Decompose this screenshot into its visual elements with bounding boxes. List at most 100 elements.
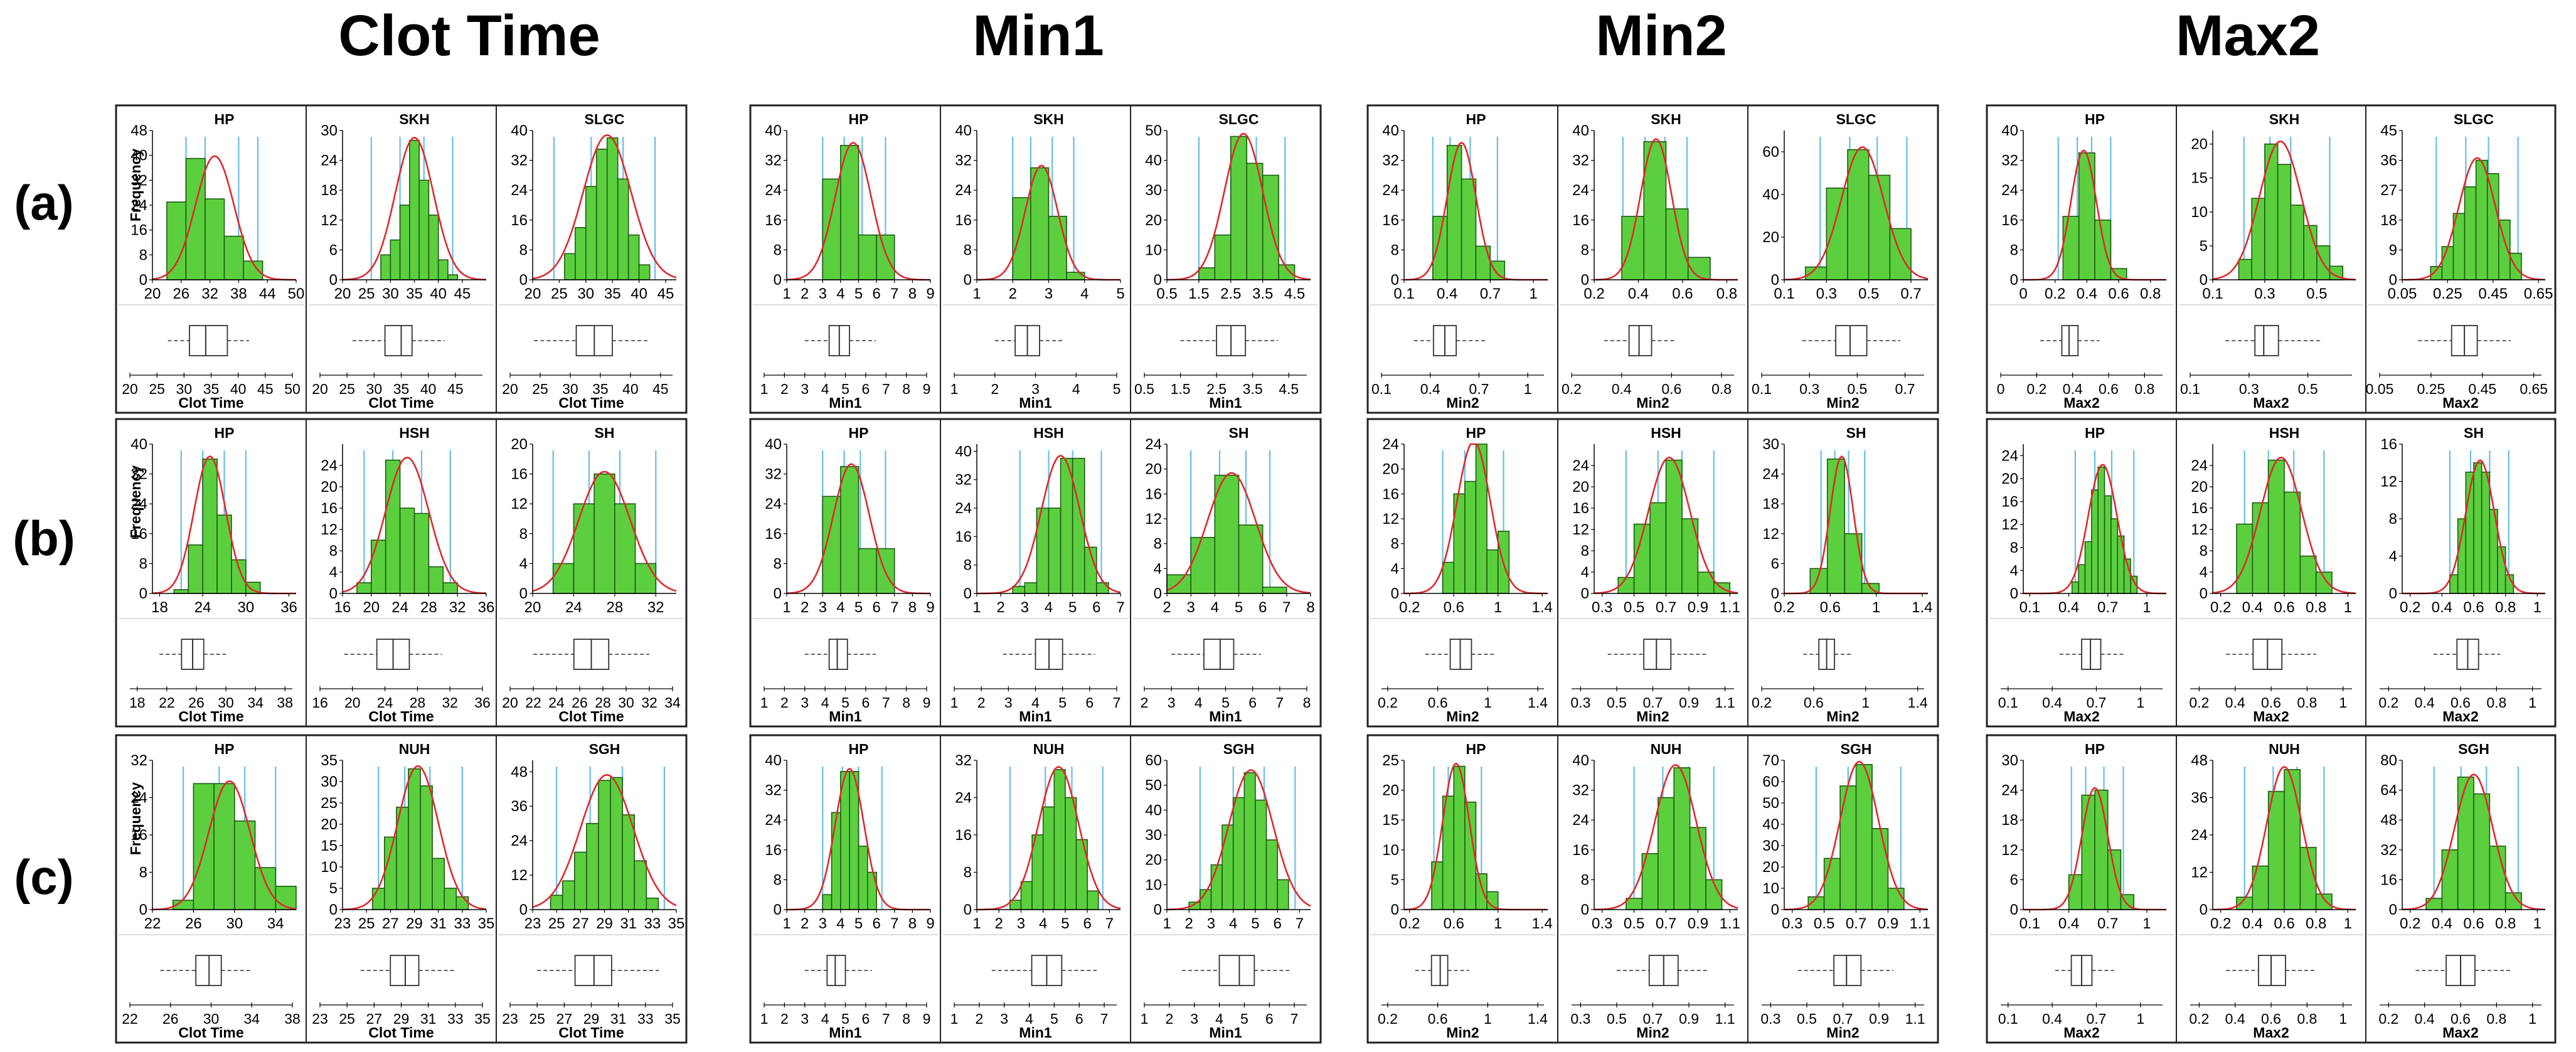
box-axis-tick-label: 34 (247, 694, 263, 711)
panel-title: SGH (1223, 741, 1255, 757)
y-tick-label: 0 (2389, 901, 2397, 918)
box-axis-tick-label: 0.9 (1679, 694, 1699, 711)
histogram-bar (2267, 790, 2285, 910)
histogram-bar (622, 814, 636, 910)
box-axis-tick-label: 4 (821, 1011, 829, 1027)
histogram-bar (166, 201, 187, 280)
box-axis-tick-label: 8 (902, 381, 910, 397)
x-tick-label: 3 (819, 599, 827, 616)
box-axis-tick-label: 30 (366, 381, 383, 397)
histogram-bar (399, 507, 415, 594)
box-axis-tick-label: 3 (1004, 694, 1013, 711)
box-axis-tick-label: 25 (339, 1011, 355, 1027)
x-tick-label: 4 (836, 285, 844, 302)
x-tick-label: 6 (1259, 599, 1267, 616)
y-tick-label: 24 (765, 496, 782, 513)
x-tick-label: 35 (604, 285, 621, 302)
y-tick-label: 18 (1762, 496, 1779, 513)
box-axis-tick-label: 0.2 (1378, 1011, 1398, 1027)
box-iqr (1628, 325, 1653, 356)
y-tick-label: 6 (329, 242, 338, 258)
y-tick-label: 32 (765, 782, 782, 799)
histogram-bar (1826, 458, 1845, 594)
panel-title: SLGC (585, 111, 625, 127)
x-tick-label: 1 (2344, 599, 2352, 616)
y-tick-label: 20 (511, 436, 528, 453)
y-tick-label: 0 (519, 272, 528, 289)
box-axis-tick-label: 0.3 (1760, 1011, 1780, 1027)
x-tick-label: 9 (926, 285, 934, 302)
box-axis-tick-label: 30 (562, 381, 578, 397)
x-tick-label: 1.4 (1912, 599, 1932, 616)
box-axis-tick-label: 2 (991, 381, 999, 397)
y-tick-label: 32 (2001, 152, 2018, 169)
x-tick-label: 4 (1045, 599, 1053, 616)
histogram-bar (606, 137, 619, 280)
box-axis-tick-label: 0.5 (1797, 1011, 1817, 1027)
x-tick-label: 1 (1529, 285, 1537, 302)
histogram-bar (1844, 533, 1863, 594)
box-axis-tick-label: 2 (977, 694, 986, 711)
histogram-bar (840, 465, 860, 594)
box-axis-tick-label: 25 (339, 381, 355, 397)
x-tick-label: 3 (1207, 915, 1215, 932)
y-tick-label: 16 (1572, 842, 1589, 859)
x-tick-label: 50 (288, 285, 305, 302)
x-tick-label: 2 (801, 285, 809, 302)
histogram-bar (840, 771, 850, 910)
y-tick-label: 20 (1145, 852, 1162, 869)
box-axis-tick-label: 1 (1861, 694, 1870, 711)
histogram-bar (2264, 143, 2279, 280)
box-axis-tick-label: 1 (2528, 1011, 2536, 1027)
box-axis-tick-label: 30 (176, 381, 193, 397)
box-axis-tick-label: 0.6 (2451, 1011, 2471, 1027)
box-iqr (2254, 325, 2279, 356)
histogram-bar (2284, 769, 2301, 910)
histogram-bar (876, 234, 895, 280)
histogram-bar (185, 157, 206, 280)
y-tick-label: 0 (519, 585, 528, 602)
x-tick-label: 1 (2533, 915, 2541, 932)
y-tick-label: 5 (2200, 238, 2208, 255)
x-tick-label: 3 (819, 285, 827, 302)
y-tick-label: 10 (1145, 242, 1162, 258)
box-axis-tick-label: 38 (277, 694, 293, 711)
y-tick-label: 4 (1391, 560, 1399, 577)
x-tick-label: 0.6 (2108, 285, 2129, 302)
x-tick-label: 5 (1061, 915, 1069, 932)
histogram-bar (617, 178, 629, 280)
box-axis-tick-label: 1 (2136, 694, 2144, 711)
box-axis-tick-label: 6 (1085, 694, 1094, 711)
x-tick-label: 4 (1229, 915, 1237, 932)
x-tick-label: 30 (237, 599, 254, 616)
y-tick-label: 12 (1762, 526, 1779, 543)
histogram-bar (1221, 824, 1234, 910)
x-tick-label: 0.7 (1656, 915, 1676, 932)
y-tick-label: 32 (765, 466, 782, 483)
histogram-bar (193, 783, 215, 910)
box-iqr (826, 955, 846, 986)
x-tick-label: 0.2 (2400, 599, 2420, 616)
box-axis-tick-label: 0.4 (2063, 381, 2083, 397)
histogram-bar (610, 777, 623, 910)
histogram-bar (202, 458, 218, 594)
y-tick-label: 20 (2191, 479, 2208, 496)
box-axis-tick-label: 1 (2528, 694, 2536, 711)
y-tick-label: 20 (2191, 136, 2208, 153)
x-axis-label: Min1 (1209, 1024, 1242, 1041)
y-tick-label: 32 (130, 466, 147, 483)
box-axis-tick-label: 1 (1141, 1011, 1149, 1027)
box-axis-tick-label: 1.4 (1528, 694, 1548, 711)
histogram-bar (2290, 205, 2304, 280)
y-tick-label: 8 (774, 242, 782, 258)
y-tick-label: 16 (955, 212, 972, 229)
histogram-panel-slgc-min2: SLGC 0 20 40 60 0.1 0.3 0.5 0.7 0.1 0.3 0.5 0.7 Min2 (1750, 111, 1935, 411)
box-axis-tick-label: 0.4 (1420, 381, 1440, 397)
x-tick-label: 40 (631, 285, 647, 302)
x-tick-label: 5 (1251, 915, 1259, 932)
histogram-bar (1887, 888, 1905, 910)
box-axis-tick-label: 0.2 (2378, 694, 2398, 711)
box-axis-tick-label: 1 (1484, 1011, 1492, 1027)
box-axis-tick-label: 0.2 (2189, 1011, 2209, 1027)
y-tick-label: 60 (1762, 144, 1779, 161)
